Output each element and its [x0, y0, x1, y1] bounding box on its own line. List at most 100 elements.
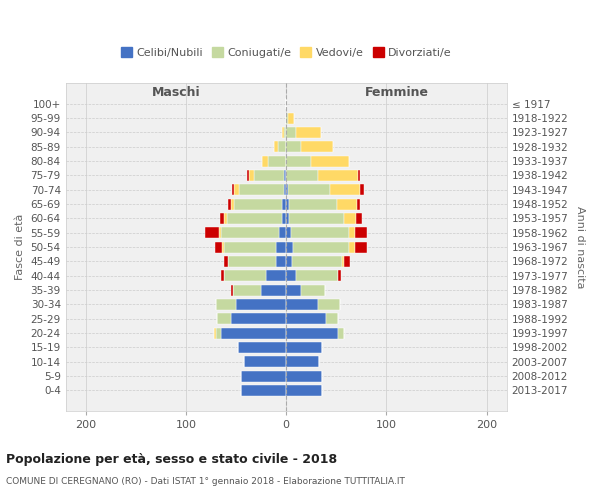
Bar	[217, 313, 231, 324]
Bar	[221, 328, 286, 338]
Bar	[224, 270, 266, 281]
Bar	[288, 112, 294, 124]
Bar	[286, 112, 288, 124]
Bar	[282, 213, 286, 224]
Bar	[236, 299, 286, 310]
Bar	[301, 141, 334, 152]
Bar	[282, 198, 286, 209]
Bar	[286, 141, 301, 152]
Bar	[286, 270, 296, 281]
Bar	[244, 356, 286, 368]
Bar	[241, 370, 286, 382]
Bar	[286, 342, 322, 353]
Bar	[289, 213, 344, 224]
Bar	[286, 299, 318, 310]
Text: Femmine: Femmine	[364, 86, 428, 99]
Bar	[289, 198, 337, 209]
Bar	[355, 242, 367, 252]
Bar	[286, 184, 288, 196]
Bar	[234, 184, 239, 196]
Bar	[219, 227, 221, 238]
Bar	[274, 141, 278, 152]
Bar	[216, 328, 221, 338]
Bar	[276, 256, 286, 267]
Bar	[311, 156, 349, 166]
Bar	[292, 256, 343, 267]
Bar	[355, 227, 367, 238]
Bar	[216, 299, 236, 310]
Bar	[331, 184, 361, 196]
Bar	[296, 270, 338, 281]
Bar	[279, 227, 286, 238]
Bar	[286, 284, 301, 296]
Bar	[356, 213, 362, 224]
Bar	[326, 313, 338, 324]
Bar	[268, 156, 286, 166]
Bar	[227, 213, 282, 224]
Bar	[239, 184, 284, 196]
Bar	[358, 198, 361, 209]
Bar	[286, 198, 289, 209]
Bar	[286, 356, 319, 368]
Bar	[358, 170, 361, 181]
Bar	[291, 227, 349, 238]
Bar	[293, 242, 349, 252]
Bar	[286, 256, 292, 267]
Bar	[254, 170, 284, 181]
Bar	[337, 198, 358, 209]
Bar	[286, 156, 311, 166]
Bar	[224, 242, 276, 252]
Bar	[214, 328, 216, 338]
Bar	[231, 284, 233, 296]
Bar	[344, 256, 350, 267]
Bar	[286, 227, 291, 238]
Bar	[266, 270, 286, 281]
Bar	[234, 198, 282, 209]
Legend: Celibi/Nubili, Coniugati/e, Vedovi/e, Divorziati/e: Celibi/Nubili, Coniugati/e, Vedovi/e, Di…	[116, 43, 456, 62]
Bar	[361, 184, 364, 196]
Bar	[286, 385, 322, 396]
Bar	[286, 127, 296, 138]
Bar	[247, 170, 249, 181]
Bar	[286, 313, 326, 324]
Bar	[288, 184, 330, 196]
Bar	[228, 256, 276, 267]
Bar	[261, 284, 286, 296]
Bar	[224, 256, 228, 267]
Bar	[284, 170, 286, 181]
Bar	[343, 256, 344, 267]
Bar	[284, 184, 286, 196]
Bar	[221, 270, 224, 281]
Bar	[282, 127, 284, 138]
Bar	[241, 385, 286, 396]
Bar	[276, 242, 286, 252]
Bar	[238, 342, 286, 353]
Bar	[349, 227, 355, 238]
Bar	[231, 198, 234, 209]
Bar	[215, 242, 222, 252]
Bar	[278, 141, 286, 152]
Bar	[286, 242, 293, 252]
Bar	[284, 127, 286, 138]
Bar	[318, 170, 358, 181]
Bar	[221, 227, 279, 238]
Bar	[338, 270, 341, 281]
Y-axis label: Fasce di età: Fasce di età	[15, 214, 25, 280]
Text: Maschi: Maschi	[152, 86, 200, 99]
Bar	[349, 242, 355, 252]
Bar	[224, 213, 227, 224]
Text: Popolazione per età, sesso e stato civile - 2018: Popolazione per età, sesso e stato civil…	[6, 452, 337, 466]
Bar	[249, 170, 254, 181]
Bar	[318, 299, 340, 310]
Bar	[338, 328, 344, 338]
Bar	[301, 284, 325, 296]
Bar	[233, 284, 261, 296]
Bar	[205, 227, 219, 238]
Bar	[296, 127, 321, 138]
Y-axis label: Anni di nascita: Anni di nascita	[575, 206, 585, 288]
Text: COMUNE DI CEREGNANO (RO) - Dati ISTAT 1° gennaio 2018 - Elaborazione TUTTITALIA.: COMUNE DI CEREGNANO (RO) - Dati ISTAT 1°…	[6, 478, 405, 486]
Bar	[286, 328, 338, 338]
Bar	[231, 313, 286, 324]
Bar	[344, 213, 356, 224]
Bar	[286, 170, 318, 181]
